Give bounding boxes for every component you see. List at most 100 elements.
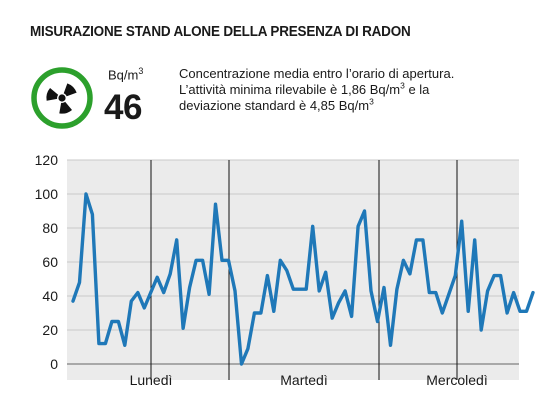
- description: Concentrazione media entro l’orario di a…: [179, 66, 479, 114]
- data-point: [531, 291, 535, 294]
- y-tick-label: 20: [42, 322, 58, 338]
- series-layer: [71, 192, 535, 366]
- x-day-label: Mercoledì: [426, 372, 487, 388]
- data-point: [363, 209, 366, 213]
- data-point: [518, 310, 522, 313]
- data-point: [467, 310, 470, 313]
- data-point: [382, 286, 386, 289]
- data-point: [162, 291, 165, 294]
- data-point: [149, 291, 152, 294]
- unit-exponent: 3: [138, 66, 144, 76]
- data-point: [214, 203, 217, 206]
- y-tick-label: 60: [42, 254, 58, 270]
- data-point: [415, 238, 418, 242]
- data-point: [486, 289, 489, 293]
- data-point: [292, 288, 295, 291]
- data-point: [454, 274, 457, 277]
- data-point: [136, 291, 139, 294]
- x-day-label: Lunedì: [130, 372, 173, 388]
- x-day-label: Martedì: [280, 372, 327, 388]
- data-point: [525, 310, 528, 313]
- data-point: [505, 311, 509, 315]
- data-point: [480, 328, 483, 332]
- average-value: 46: [104, 88, 142, 127]
- data-point: [220, 259, 224, 262]
- data-point: [350, 315, 353, 318]
- data-point: [240, 362, 243, 366]
- unit-label: Bq/m3: [108, 66, 143, 82]
- data-point: [156, 276, 159, 279]
- description-exponent-1: 3: [400, 80, 405, 91]
- data-point: [188, 286, 191, 289]
- description-exponent-2: 3: [369, 96, 374, 107]
- data-point: [305, 288, 308, 291]
- gridlines: [67, 159, 519, 365]
- data-point: [246, 347, 250, 350]
- radiation-icon-center: [58, 94, 66, 102]
- data-point: [408, 272, 412, 276]
- data-point: [84, 192, 88, 196]
- y-tick-label: 80: [42, 220, 58, 236]
- data-point: [311, 225, 314, 228]
- data-point: [395, 288, 399, 291]
- data-point: [201, 259, 204, 262]
- data-point: [473, 238, 476, 242]
- data-point: [421, 238, 425, 242]
- data-point: [492, 274, 496, 277]
- data-point: [253, 311, 256, 315]
- data-point: [285, 269, 288, 272]
- data-point: [298, 288, 301, 291]
- data-point: [369, 289, 373, 293]
- plot-background: [67, 160, 519, 380]
- description-text-1: Concentrazione media entro l’orario di a…: [179, 66, 455, 97]
- data-point: [207, 293, 211, 296]
- data-point: [233, 289, 237, 293]
- data-point: [78, 281, 81, 284]
- y-tick-label: 100: [35, 186, 59, 202]
- data-point: [110, 320, 114, 323]
- data-point: [279, 259, 282, 262]
- data-point: [318, 289, 321, 293]
- data-point: [266, 274, 269, 277]
- data-point: [143, 306, 146, 310]
- y-axis-ticks: 0 20 40 60 80 100 120: [35, 152, 59, 372]
- data-point: [441, 311, 444, 315]
- description-text-2: e la deviazione standard è 4,85 Bq/m: [179, 82, 430, 113]
- unit-base: Bq/m: [108, 67, 139, 83]
- data-point: [272, 310, 275, 313]
- data-point: [428, 291, 431, 294]
- y-tick-label: 0: [50, 356, 58, 372]
- data-point: [123, 344, 127, 347]
- data-point: [91, 213, 94, 216]
- data-point: [447, 293, 450, 296]
- radiation-icon: [31, 67, 93, 129]
- y-tick-label: 120: [35, 152, 59, 168]
- x-axis-day-labels: Lunedì Martedì Mercoledì: [130, 372, 488, 388]
- radiation-icon-blade: [62, 83, 77, 98]
- data-point: [331, 316, 334, 320]
- data-point: [130, 299, 133, 303]
- data-point: [389, 344, 392, 347]
- data-point: [337, 301, 340, 304]
- data-point: [71, 299, 75, 303]
- data-point: [499, 274, 502, 277]
- data-point: [324, 271, 327, 274]
- data-point: [97, 342, 101, 345]
- data-point: [460, 220, 463, 223]
- data-point: [434, 291, 437, 294]
- data-point: [227, 259, 230, 262]
- radon-series-line: [71, 192, 535, 366]
- data-point: [512, 291, 515, 294]
- data-point: [117, 320, 120, 323]
- data-point: [104, 342, 107, 345]
- data-point: [376, 320, 379, 323]
- data-point: [169, 272, 172, 276]
- y-tick-label: 40: [42, 288, 58, 304]
- data-point: [356, 225, 360, 228]
- chart-title: MISURAZIONE STAND ALONE DELLA PRESENZA D…: [30, 24, 411, 40]
- data-point: [194, 259, 198, 262]
- data-point: [181, 327, 185, 330]
- data-point: [259, 311, 263, 315]
- data-point: [175, 238, 178, 242]
